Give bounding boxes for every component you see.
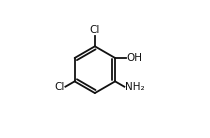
Text: NH₂: NH₂ [125, 82, 145, 92]
Text: Cl: Cl [90, 25, 100, 35]
Text: Cl: Cl [54, 82, 65, 92]
Text: OH: OH [127, 53, 143, 63]
